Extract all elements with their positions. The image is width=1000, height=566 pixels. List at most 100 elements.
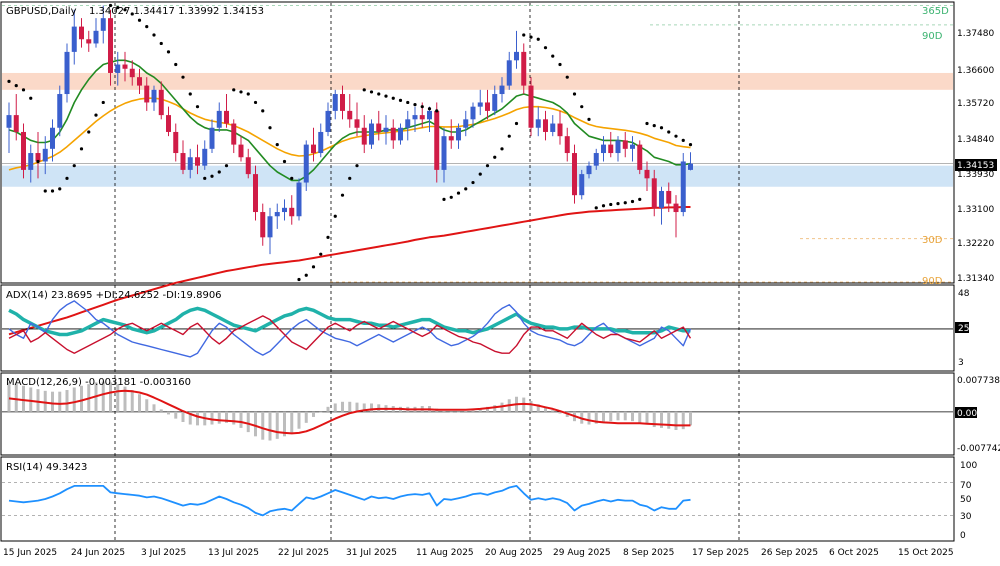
candle-body: [57, 94, 63, 128]
macd-histogram-bar: [660, 411, 663, 428]
macd-histogram-bar: [304, 411, 308, 423]
candle-body: [108, 18, 113, 73]
candle-body: [543, 119, 548, 132]
macd-histogram-bar: [261, 411, 265, 440]
candle-body: [274, 212, 280, 217]
sar-dot: [493, 155, 497, 159]
rsi-line: [8, 484, 691, 517]
candle-body: [383, 127, 389, 132]
sar-dot: [116, 6, 120, 10]
candle-body: [398, 127, 403, 141]
candle-body: [550, 123, 556, 132]
macd-histogram-bar: [159, 409, 163, 412]
sar-dot: [522, 33, 526, 37]
candle-body: [332, 94, 338, 111]
sar-dot: [297, 277, 301, 282]
rsi-scale: 100 70 50 30 0: [960, 461, 977, 541]
sar-dot: [101, 100, 105, 105]
price-tick: 1.35720: [957, 99, 994, 109]
rsi-tick: 30: [960, 512, 972, 522]
candle-body: [651, 178, 657, 208]
sar-dot: [572, 92, 577, 96]
sar-dot: [326, 235, 330, 239]
candle-body: [405, 119, 411, 128]
macd-histogram-bar: [457, 411, 460, 413]
candle-body: [361, 127, 367, 145]
candle-body: [238, 144, 244, 158]
macd-histogram-bar: [138, 394, 141, 412]
rsi-tick: 0: [960, 531, 966, 541]
plus-di-line: [8, 300, 692, 358]
macd-histogram-bar: [188, 411, 192, 425]
level-tag-90d-bottom: 90D: [922, 276, 943, 287]
candle-body: [180, 153, 186, 170]
sar-dot: [456, 191, 461, 195]
candle-body: [347, 110, 353, 120]
macd-histogram-bar: [355, 402, 359, 412]
candle-body: [144, 85, 150, 103]
sar-dot: [137, 18, 142, 22]
macd-histogram-bar: [544, 407, 547, 412]
sar-dot: [311, 265, 316, 269]
candle-body: [202, 148, 208, 166]
sar-dot: [609, 202, 613, 207]
macd-histogram-bar: [174, 411, 178, 419]
candle-body: [419, 115, 425, 120]
candle-body: [303, 144, 309, 183]
price-tick: 1.34840: [957, 135, 994, 145]
sar-dot: [253, 100, 258, 105]
price-tick: 1.33100: [957, 205, 994, 215]
macd-histogram-bar: [667, 411, 671, 429]
sar-dot: [449, 195, 453, 199]
macd-histogram-bar: [681, 411, 685, 430]
sar-dot: [398, 98, 403, 102]
level-tag-365d: 365D: [922, 6, 949, 17]
macd-histogram-bar: [232, 411, 236, 425]
candle-body: [289, 207, 295, 217]
adx-tick: 3: [958, 358, 964, 368]
candle-body: [535, 119, 541, 128]
level-tag-90d-top: 90D: [922, 31, 943, 42]
macd-histogram-bar: [130, 390, 134, 412]
candle-body: [485, 102, 490, 111]
price-zones: [2, 72, 953, 187]
candle-body: [412, 115, 418, 120]
sma-short-line: [8, 59, 691, 182]
candle-body: [86, 39, 92, 44]
sar-dot: [623, 201, 627, 205]
current-price-marker: 1.34153: [955, 159, 997, 171]
macd-tick: 0.007738: [957, 376, 1000, 386]
candle-body: [137, 77, 142, 86]
candle-body: [253, 174, 258, 213]
sar-dot: [79, 147, 84, 151]
candle-body: [195, 157, 200, 166]
adx-panel-frame: [0, 284, 955, 372]
candle-body: [129, 68, 135, 78]
sar-dot: [551, 54, 555, 58]
macd-histogram-bar: [652, 411, 656, 428]
sar-dot: [282, 159, 287, 164]
sar-dot: [413, 102, 417, 107]
sar-dot: [174, 62, 178, 67]
macd-histogram-bar: [362, 403, 366, 412]
candle-body: [42, 148, 48, 162]
macd-histogram-bar: [558, 411, 562, 414]
rsi-tick: 100: [960, 461, 977, 471]
candle-body: [209, 127, 215, 149]
adx-scale: 48 25 3: [955, 289, 970, 368]
macd-tick: 0.00: [957, 409, 977, 419]
candle-body: [325, 110, 331, 132]
macd-signal-line: [8, 389, 691, 435]
macd-histogram-bar: [268, 411, 272, 441]
candle-body: [448, 136, 454, 141]
ohlc-readout: 1.34027 1.34417 1.33992 1.34153: [89, 6, 264, 17]
time-axis: 15 Jun 2025 24 Jun 2025 3 Jul 2025 13 Ju…: [3, 548, 954, 558]
macd-histogram-bar: [486, 406, 489, 412]
macd-histogram-bar: [348, 401, 352, 412]
macd-histogram-bar: [58, 391, 62, 412]
candle-body: [688, 163, 693, 170]
sar-dot: [616, 202, 620, 206]
candle-body: [572, 153, 577, 196]
macd-histogram-bar: [22, 385, 25, 412]
